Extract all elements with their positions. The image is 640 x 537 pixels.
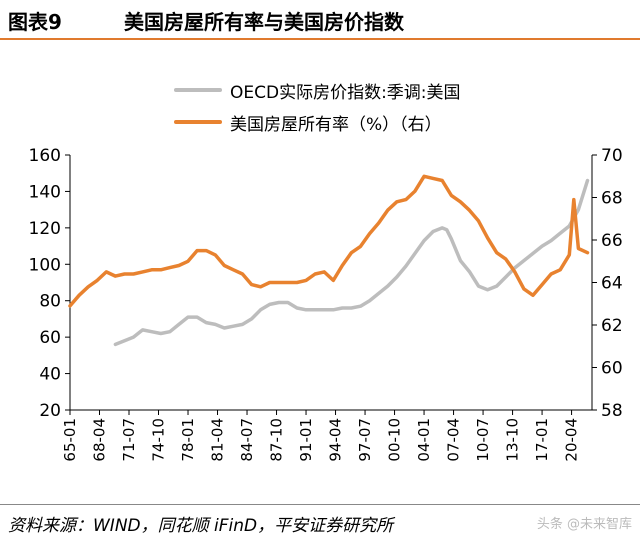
chart-axes: 20 40 60 80 100 120 140 160 58 60 62 64 66 68 70 65-01 6… xyxy=(29,146,623,462)
x-tick-label: 10-07 xyxy=(474,418,492,462)
right-tick-label: 62 xyxy=(601,316,623,336)
left-tick-label: 140 xyxy=(29,182,61,202)
footer-rule xyxy=(0,504,640,505)
x-tick-label: 17-01 xyxy=(533,418,551,462)
chart-lines xyxy=(68,174,590,347)
line-chart: 20 40 60 80 100 120 140 160 58 60 62 64 66 68 70 65-01 6… xyxy=(29,146,623,462)
figure-number: 图表9 xyxy=(8,10,62,34)
x-tick-label: 74-10 xyxy=(150,418,168,462)
x-tick-label: 04-01 xyxy=(415,418,433,462)
series-line-ownership xyxy=(68,174,590,308)
right-tick-label: 58 xyxy=(601,401,623,421)
watermark: 头条 @未来智库 xyxy=(536,517,632,532)
x-tick-label: 00-10 xyxy=(386,418,404,462)
x-tick-label: 20-04 xyxy=(563,418,581,462)
x-tick-label: 81-04 xyxy=(209,418,227,462)
legend-label-hpi: OECD实际房价指数:季调:美国 xyxy=(230,83,461,103)
left-tick-label: 120 xyxy=(29,219,61,239)
x-tick-label: 84-07 xyxy=(238,418,256,462)
left-tick-label: 40 xyxy=(39,365,61,385)
x-tick-label: 87-10 xyxy=(268,418,286,462)
figure-header: 图表9 美国房屋所有率与美国房价指数 xyxy=(0,0,640,40)
left-tick-label: 160 xyxy=(29,146,61,166)
left-tick-label: 60 xyxy=(39,328,61,348)
x-tick-label: 68-04 xyxy=(91,418,109,462)
x-tick-label: 13-10 xyxy=(504,418,522,462)
x-tick-label: 97-07 xyxy=(356,418,374,462)
x-tick-label: 07-04 xyxy=(445,418,463,462)
figure-title: 美国房屋所有率与美国房价指数 xyxy=(124,10,404,34)
left-tick-label: 80 xyxy=(39,292,61,312)
figure-footer: 资料来源：WIND，同花顺 iFinD，平安证券研究所 头条 @未来智库 xyxy=(0,504,640,537)
source-note: 资料来源：WIND，同花顺 iFinD，平安证券研究所 xyxy=(8,516,394,536)
left-tick-label: 100 xyxy=(29,255,61,275)
series-line-hpi xyxy=(113,178,590,347)
x-tick-label: 78-01 xyxy=(179,418,197,462)
x-tick-label: 94-04 xyxy=(327,418,345,462)
legend-swatch-hpi xyxy=(174,88,222,92)
x-tick-label: 71-07 xyxy=(120,418,138,462)
right-tick-label: 66 xyxy=(601,231,623,251)
x-tick-label: 91-01 xyxy=(297,418,315,462)
right-tick-label: 64 xyxy=(601,274,623,294)
legend-label-ownership: 美国房屋所有率（%）（右） xyxy=(230,115,442,135)
right-tick-label: 68 xyxy=(601,189,623,209)
left-tick-label: 20 xyxy=(39,401,61,421)
right-tick-label: 70 xyxy=(601,146,623,166)
x-tick-label: 65-01 xyxy=(61,418,79,462)
legend-swatch-ownership xyxy=(174,120,222,124)
right-tick-label: 60 xyxy=(601,359,623,379)
header-rule xyxy=(0,38,640,40)
